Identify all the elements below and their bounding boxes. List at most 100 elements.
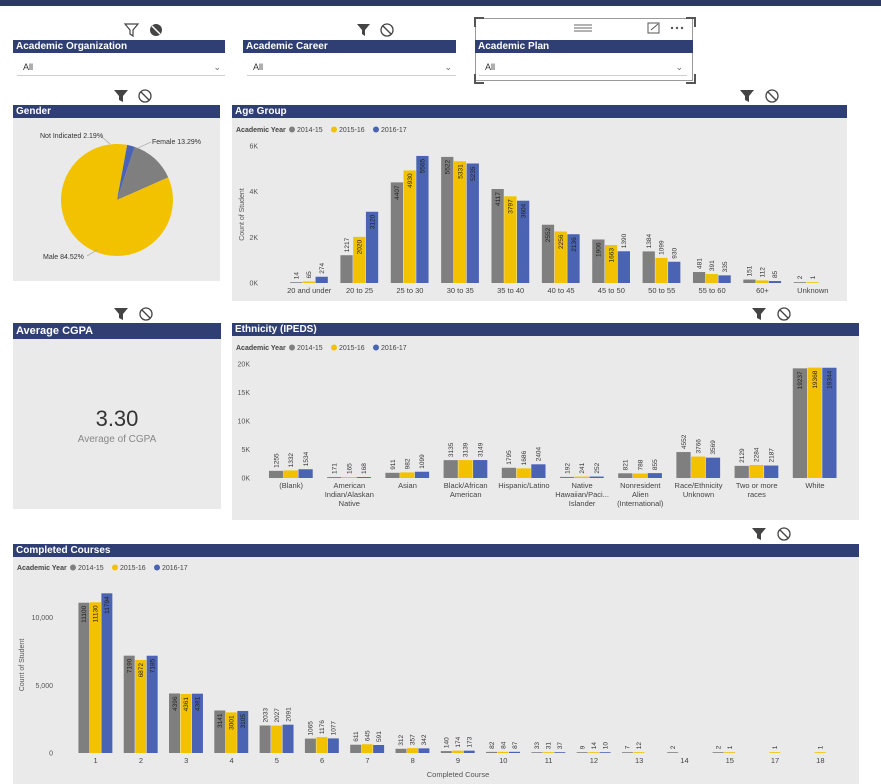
data-label: 4396 (172, 696, 179, 711)
data-label: 312 (398, 735, 405, 746)
bar (361, 744, 373, 753)
slicer-career-dropdown[interactable]: All ⌄ (247, 58, 456, 76)
no-filter-icon[interactable] (138, 89, 152, 103)
filter-icon[interactable] (114, 90, 128, 102)
slicer-plan-dropdown[interactable]: All ⌄ (479, 58, 687, 76)
bar (554, 752, 566, 753)
data-label: 1099 (659, 240, 666, 255)
bar (458, 460, 473, 478)
no-filter-icon[interactable] (150, 24, 162, 36)
data-label: 1 (727, 745, 734, 749)
x-tick-label: races (748, 490, 767, 499)
x-tick-label: 25 to 30 (396, 286, 423, 295)
data-label: 173 (466, 736, 473, 747)
no-filter-icon[interactable] (777, 527, 791, 541)
resize-handle[interactable] (474, 74, 484, 84)
legend-label: 2015-16 (120, 565, 146, 572)
y-tick-label: 5,000 (35, 683, 53, 690)
bar (792, 368, 808, 478)
x-tick-label: 60+ (756, 286, 769, 295)
data-label: 11100 (81, 605, 88, 622)
focus-mode-icon[interactable] (647, 22, 660, 34)
bar (298, 469, 313, 478)
x-tick-label: 8 (411, 756, 415, 765)
data-label: 2404 (536, 446, 543, 461)
data-label: 930 (671, 248, 678, 259)
x-tick-label: Asian (398, 481, 417, 490)
bar (691, 456, 706, 478)
bar (559, 476, 575, 478)
resize-handle[interactable] (686, 17, 696, 27)
resize-handle[interactable] (686, 74, 696, 84)
visual-header-icons (574, 22, 684, 34)
data-label: 1217 (344, 237, 351, 252)
data-label: 192 (564, 463, 571, 474)
x-tick-label: 15 (726, 756, 734, 765)
data-label: 1390 (621, 233, 628, 248)
bar (418, 748, 430, 753)
no-filter-icon[interactable] (765, 89, 779, 103)
filter-icon[interactable] (114, 308, 128, 320)
x-tick-label: Native (339, 499, 360, 508)
x-tick-label: 14 (680, 756, 688, 765)
bar (453, 161, 467, 283)
data-label: 1176 (319, 720, 326, 734)
data-label: 19368 (812, 370, 819, 388)
bar (705, 457, 721, 478)
data-label: 1065 (308, 721, 315, 736)
data-label: 1 (817, 745, 824, 749)
bar (123, 655, 135, 753)
x-axis-label: Completed Course (427, 770, 490, 779)
bar (463, 750, 475, 753)
data-label: 591 (376, 731, 383, 742)
bar (416, 155, 429, 283)
legend-marker (70, 564, 76, 571)
data-label: 335 (722, 261, 729, 272)
data-label: 2020 (357, 240, 364, 255)
bar (356, 477, 371, 478)
slicer-org-dropdown[interactable]: All ⌄ (17, 58, 225, 76)
data-label: 2284 (754, 447, 761, 462)
x-tick-label: 45 to 50 (598, 286, 625, 295)
legend-marker (331, 126, 337, 133)
data-label: 171 (332, 463, 339, 474)
eth-filter-icons (752, 307, 791, 321)
data-label: 2129 (739, 448, 746, 463)
bar (554, 231, 567, 283)
filter-icon[interactable] (752, 308, 766, 320)
filter-icon[interactable] (123, 23, 140, 38)
data-label: 19344 (827, 370, 834, 388)
pie-label: Female 13.29% (152, 139, 201, 146)
resize-handle[interactable] (474, 17, 484, 27)
bar (440, 751, 452, 753)
x-tick-label: 4 (229, 756, 233, 765)
data-label: 12 (636, 742, 643, 750)
data-label: 151 (747, 265, 754, 276)
y-tick-label: 15K (238, 390, 251, 397)
no-filter-icon[interactable] (777, 307, 791, 321)
x-tick-label: 11 (545, 756, 553, 765)
drag-handle-icon[interactable] (574, 24, 592, 32)
legend-label: 2016-17 (162, 565, 188, 572)
data-label: 2033 (262, 708, 269, 723)
filter-icon[interactable] (357, 24, 370, 36)
data-label: 3141 (217, 713, 224, 728)
data-label: 2136 (571, 237, 578, 252)
more-options-icon[interactable] (670, 26, 684, 30)
x-tick-label: 12 (590, 756, 598, 765)
age-group-chart: Academic Year 2014-15 2015-16 2016-17 0K 2K 4K… (236, 126, 828, 295)
data-label: 2 (797, 275, 804, 279)
bar (406, 748, 418, 753)
data-label: 4117 (495, 192, 502, 206)
x-tick-label: Nonresident (620, 481, 661, 490)
legend-marker (373, 126, 379, 133)
pie-label: Male 84.52% (43, 254, 84, 261)
no-filter-icon[interactable] (139, 307, 153, 321)
filter-icon[interactable] (740, 90, 754, 102)
eth-title: Ethnicity (IPEDS) (232, 323, 859, 336)
bar (452, 750, 464, 753)
filter-icon[interactable] (752, 528, 766, 540)
no-filter-icon[interactable] (380, 23, 394, 37)
bar (316, 737, 328, 753)
top-bar (0, 0, 881, 6)
